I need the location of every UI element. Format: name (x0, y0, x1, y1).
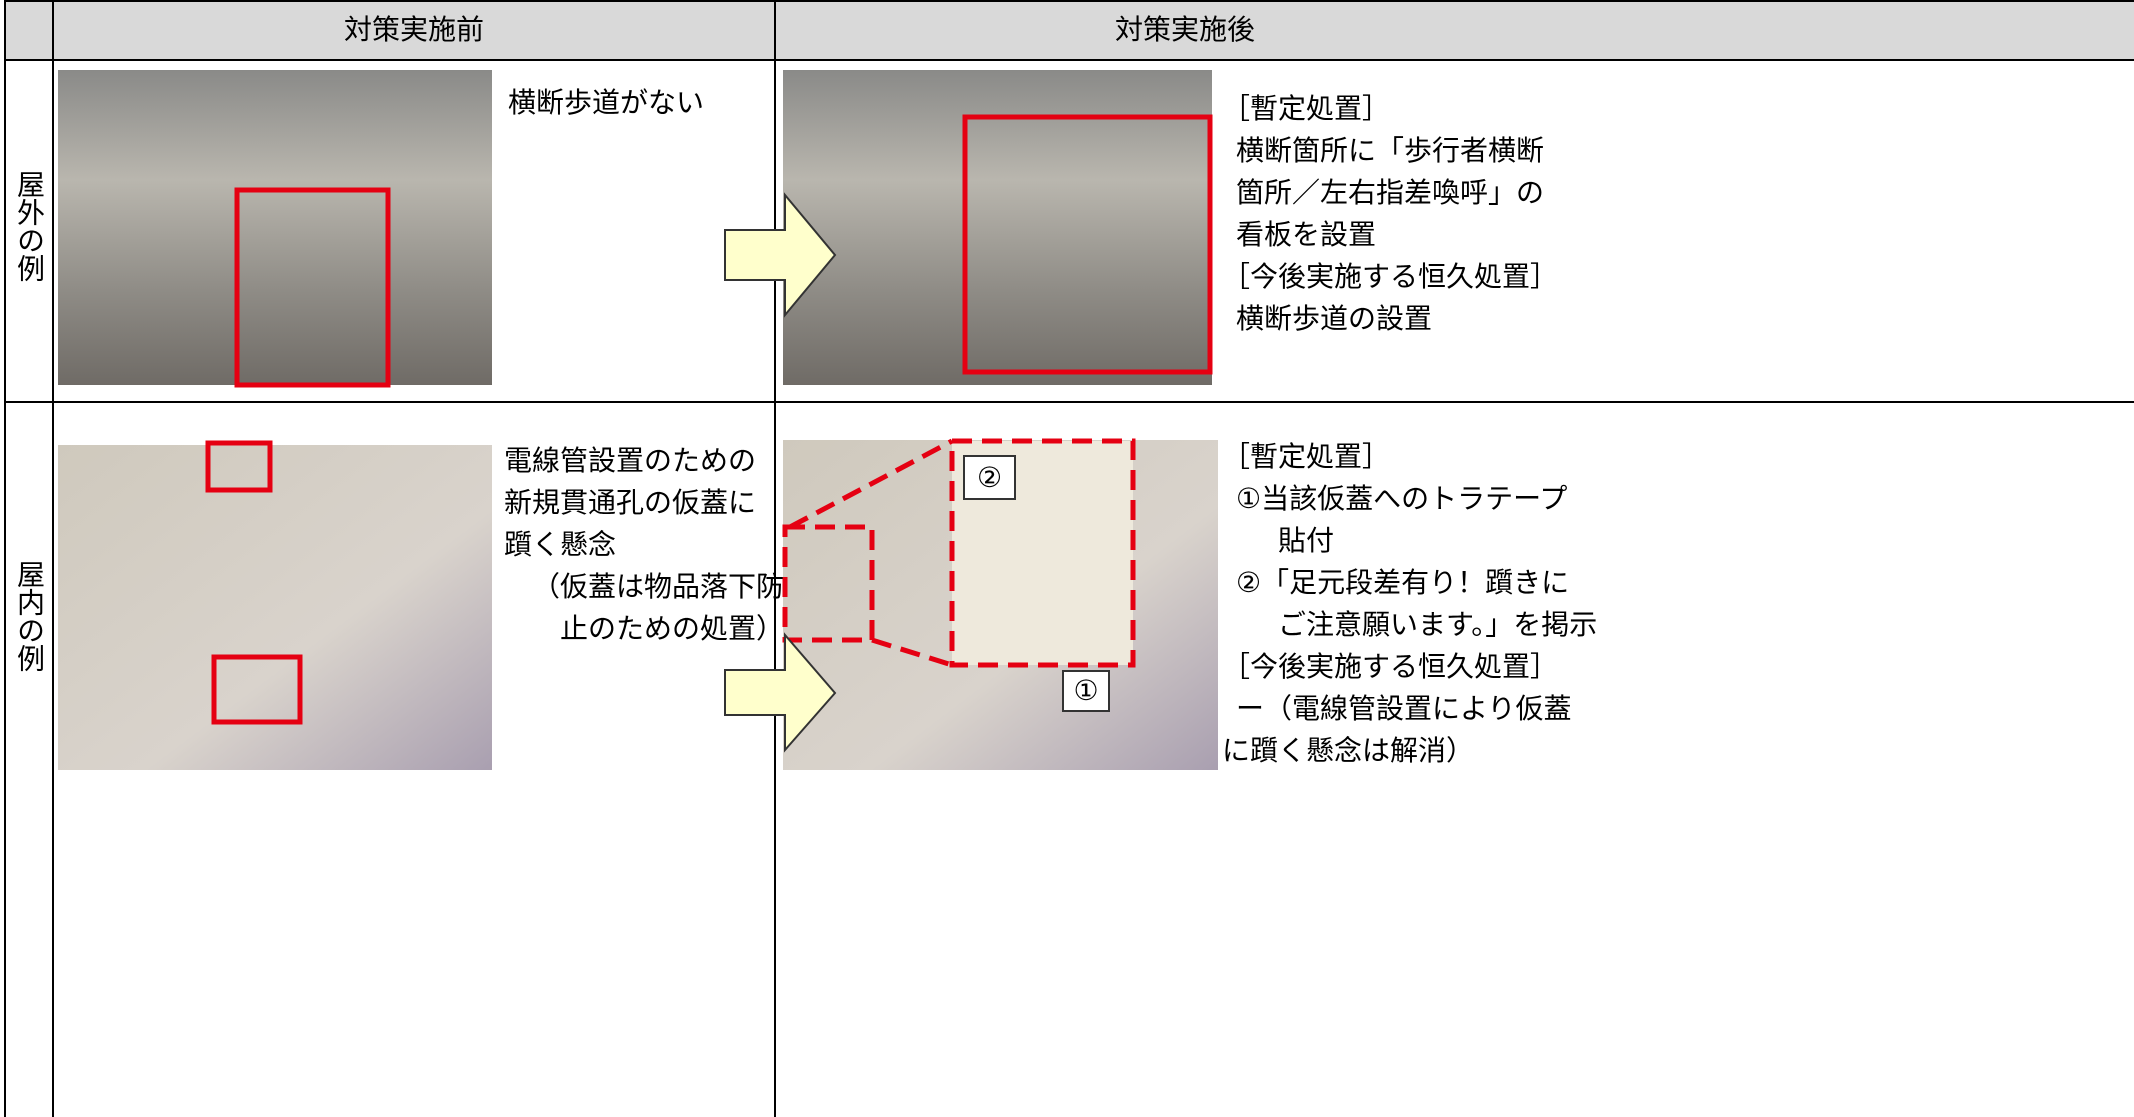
header-cell: 対策実施後 (1114, 13, 1255, 46)
photo (783, 70, 1212, 385)
row-label: 屋外の例 (13, 170, 46, 282)
header-cell: 対策実施前 (343, 13, 484, 46)
text-line: ［今後実施する恒久処置］ (1222, 260, 1559, 293)
text-line: ［暫定処置］ (1222, 440, 1391, 473)
text-line: 止のための処置） (560, 612, 785, 645)
arrows (724, 192, 837, 753)
photo (58, 70, 492, 385)
photo-label: ② (963, 455, 1016, 500)
photo (58, 445, 492, 770)
text-line: に躓く懸念は解消） (1222, 734, 1475, 767)
text-line: ［今後実施する恒久処置］ (1222, 650, 1559, 683)
text-line: ー（電線管設置により仮蓋 (1236, 692, 1572, 725)
text-line: ②「足元段差有り！躓きに (1236, 566, 1570, 599)
text-line: 新規貫通孔の仮蓋に (504, 486, 757, 519)
dashed-highlights (782, 438, 1136, 668)
text-line: 横断歩道がない (508, 86, 705, 119)
row-label: 屋内の例 (13, 560, 46, 672)
text-line: 箇所／左右指差喚呼」の (1236, 176, 1545, 209)
grid (4, 0, 2134, 1117)
text-line: ご注意願います。」を掲示 (1278, 608, 1598, 641)
text-line: 貼付 (1278, 524, 1335, 557)
highlights (205, 114, 1213, 725)
photo-label: ① (1062, 670, 1110, 712)
text-line: 横断歩道の設置 (1236, 302, 1433, 335)
text-line: 横断箇所に「歩行者横断 (1236, 134, 1545, 167)
header-bg (5, 0, 2134, 60)
text-line: ①当該仮蓋へのトラテープ (1236, 482, 1568, 515)
text-line: （仮蓋は物品落下防 (532, 570, 785, 603)
text-line: 電線管設置のための (504, 444, 757, 477)
text-line: 躓く懸念 (504, 528, 617, 561)
text-line: ［暫定処置］ (1222, 92, 1391, 125)
text-line: 看板を設置 (1236, 218, 1377, 251)
